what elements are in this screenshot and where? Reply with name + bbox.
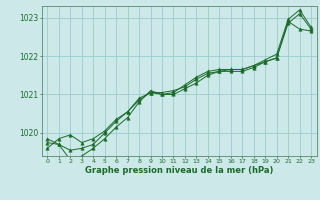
X-axis label: Graphe pression niveau de la mer (hPa): Graphe pression niveau de la mer (hPa) — [85, 166, 273, 175]
